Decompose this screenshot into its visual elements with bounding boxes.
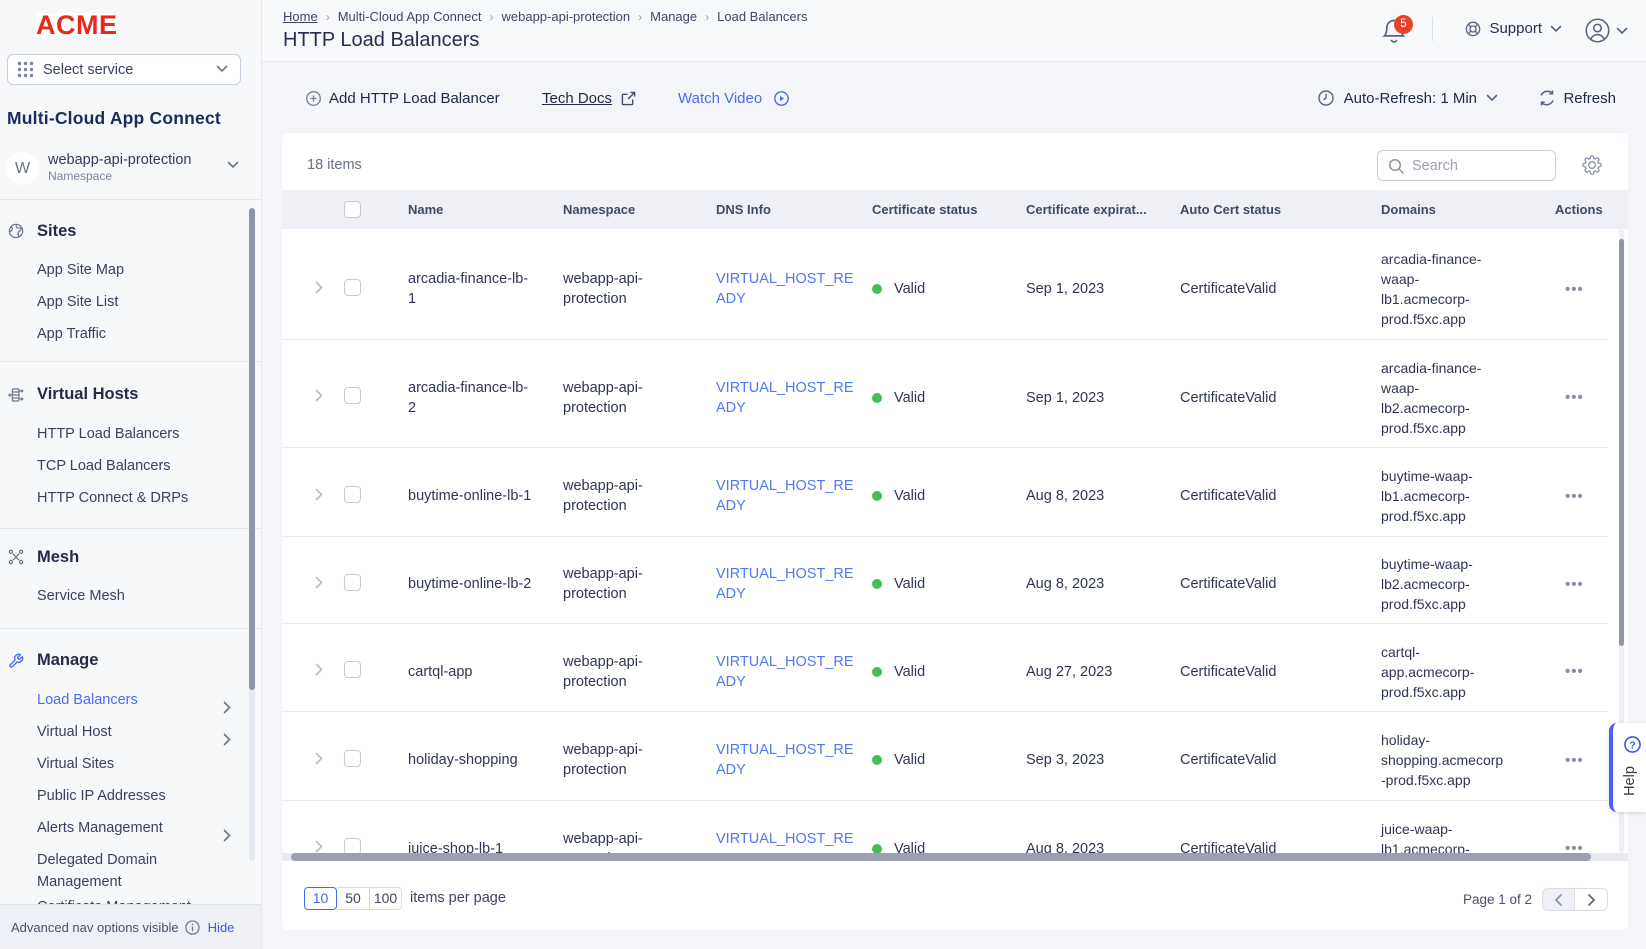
svg-text:?: ? bbox=[1629, 740, 1635, 751]
